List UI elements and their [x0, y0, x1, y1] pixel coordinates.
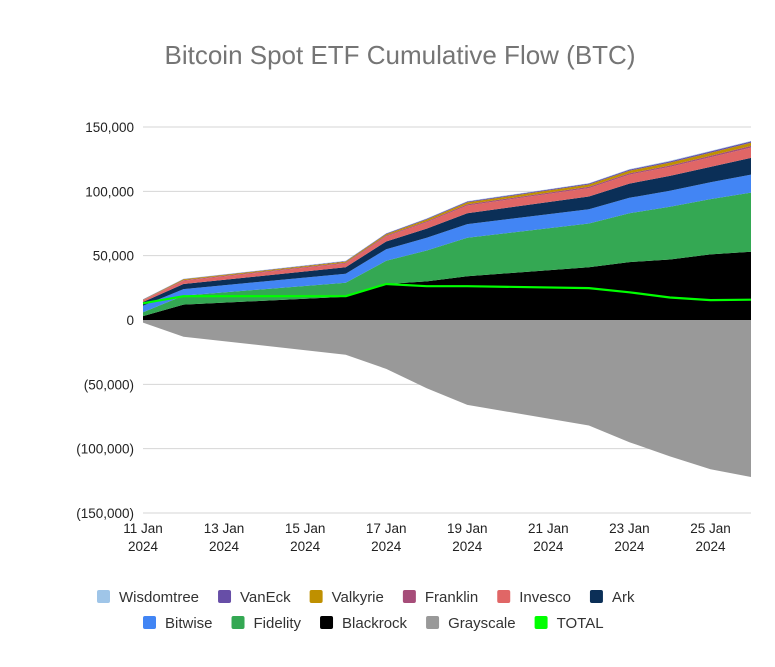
line-total [142, 282, 752, 305]
line-series [142, 282, 752, 305]
legend-swatch [143, 616, 156, 629]
x-tick-label-year: 2024 [452, 539, 483, 554]
x-tick-label: 19 Jan [447, 521, 488, 536]
legend-label: VanEck [240, 589, 291, 606]
x-tick-label-year: 2024 [209, 539, 240, 554]
legend: Wisdomtree VanEck Valkyrie Franklin Invesco A… [97, 589, 635, 632]
y-tick-label: (100,000) [76, 442, 134, 457]
x-tick-label: 25 Jan [690, 521, 731, 536]
area-valkyrie [143, 142, 751, 301]
legend-swatch [309, 590, 323, 603]
x-tick-label-year: 2024 [533, 539, 564, 554]
legend-label: Franklin [425, 589, 478, 606]
legend-swatch [426, 616, 440, 629]
area-fidelity [143, 192, 751, 317]
legend-item-invesco: Invesco [497, 589, 571, 606]
legend-swatch [534, 616, 548, 629]
legend-swatch [589, 590, 603, 603]
y-tick-label: (150,000) [76, 506, 134, 521]
x-tick-label-year: 2024 [290, 539, 321, 554]
x-tick-label: 23 Jan [609, 521, 650, 536]
legend-item-vaneck: VanEck [218, 589, 291, 606]
legend-swatch [497, 590, 511, 603]
legend-item-wisdomtree: Wisdomtree [97, 589, 199, 606]
legend-label: Ark [612, 589, 635, 606]
area-grayscale [143, 320, 751, 477]
x-tick-label: 15 Jan [285, 521, 326, 536]
y-tick-label: 50,000 [93, 249, 134, 264]
area-ark [143, 157, 751, 306]
legend-item-valkyrie: Valkyrie [309, 589, 384, 606]
x-tick-label: 17 Jan [366, 521, 407, 536]
legend-item-total: TOTAL [534, 615, 604, 632]
area-series [143, 140, 751, 477]
legend-swatch [231, 616, 245, 629]
legend-swatch [218, 590, 232, 603]
legend-label: Valkyrie [332, 589, 384, 606]
legend-item-ark: Ark [589, 589, 635, 606]
x-tick-label-year: 2024 [371, 539, 402, 554]
x-tick-label: 13 Jan [204, 521, 245, 536]
y-tick-label: (50,000) [84, 377, 134, 392]
legend-label: Fidelity [254, 615, 302, 632]
y-tick-label: 150,000 [85, 120, 134, 135]
y-tick-label: 100,000 [85, 184, 134, 199]
legend-swatch [97, 590, 110, 603]
legend-label: Grayscale [448, 615, 516, 632]
legend-item-grayscale: Grayscale [426, 615, 516, 632]
legend-swatch [402, 590, 416, 603]
legend-label: Invesco [519, 589, 571, 606]
y-tick-label: 0 [126, 313, 134, 328]
x-tick-label: 11 Jan [123, 521, 163, 536]
area-vaneck [143, 141, 751, 300]
chart-title: Bitcoin Spot ETF Cumulative Flow (BTC) [164, 40, 635, 70]
x-tick-label-year: 2024 [614, 539, 645, 554]
x-tick-label: 21 Jan [528, 521, 569, 536]
area-franklin [143, 145, 751, 301]
legend-item-bitwise: Bitwise [143, 615, 213, 632]
legend-swatch [320, 616, 334, 629]
legend-item-franklin: Franklin [402, 589, 478, 606]
legend-label: Blackrock [342, 615, 408, 632]
legend-label: Bitwise [165, 615, 213, 632]
y-axis: 150,000 100,000 50,000 0 (50,000) (100,000) (1… [76, 120, 134, 521]
legend-label: Wisdomtree [119, 589, 199, 606]
legend-item-fidelity: Fidelity [231, 615, 302, 632]
x-tick-label-year: 2024 [128, 539, 159, 554]
x-axis: 11 Jan 2024 13 Jan 2024 15 Jan 2024 17 Jan 2024… [123, 521, 731, 554]
legend-label: TOTAL [557, 615, 604, 632]
area-bitwise [143, 174, 751, 313]
x-tick-label-year: 2024 [695, 539, 726, 554]
area-invesco [143, 147, 751, 302]
legend-item-blackrock: Blackrock [320, 615, 408, 632]
